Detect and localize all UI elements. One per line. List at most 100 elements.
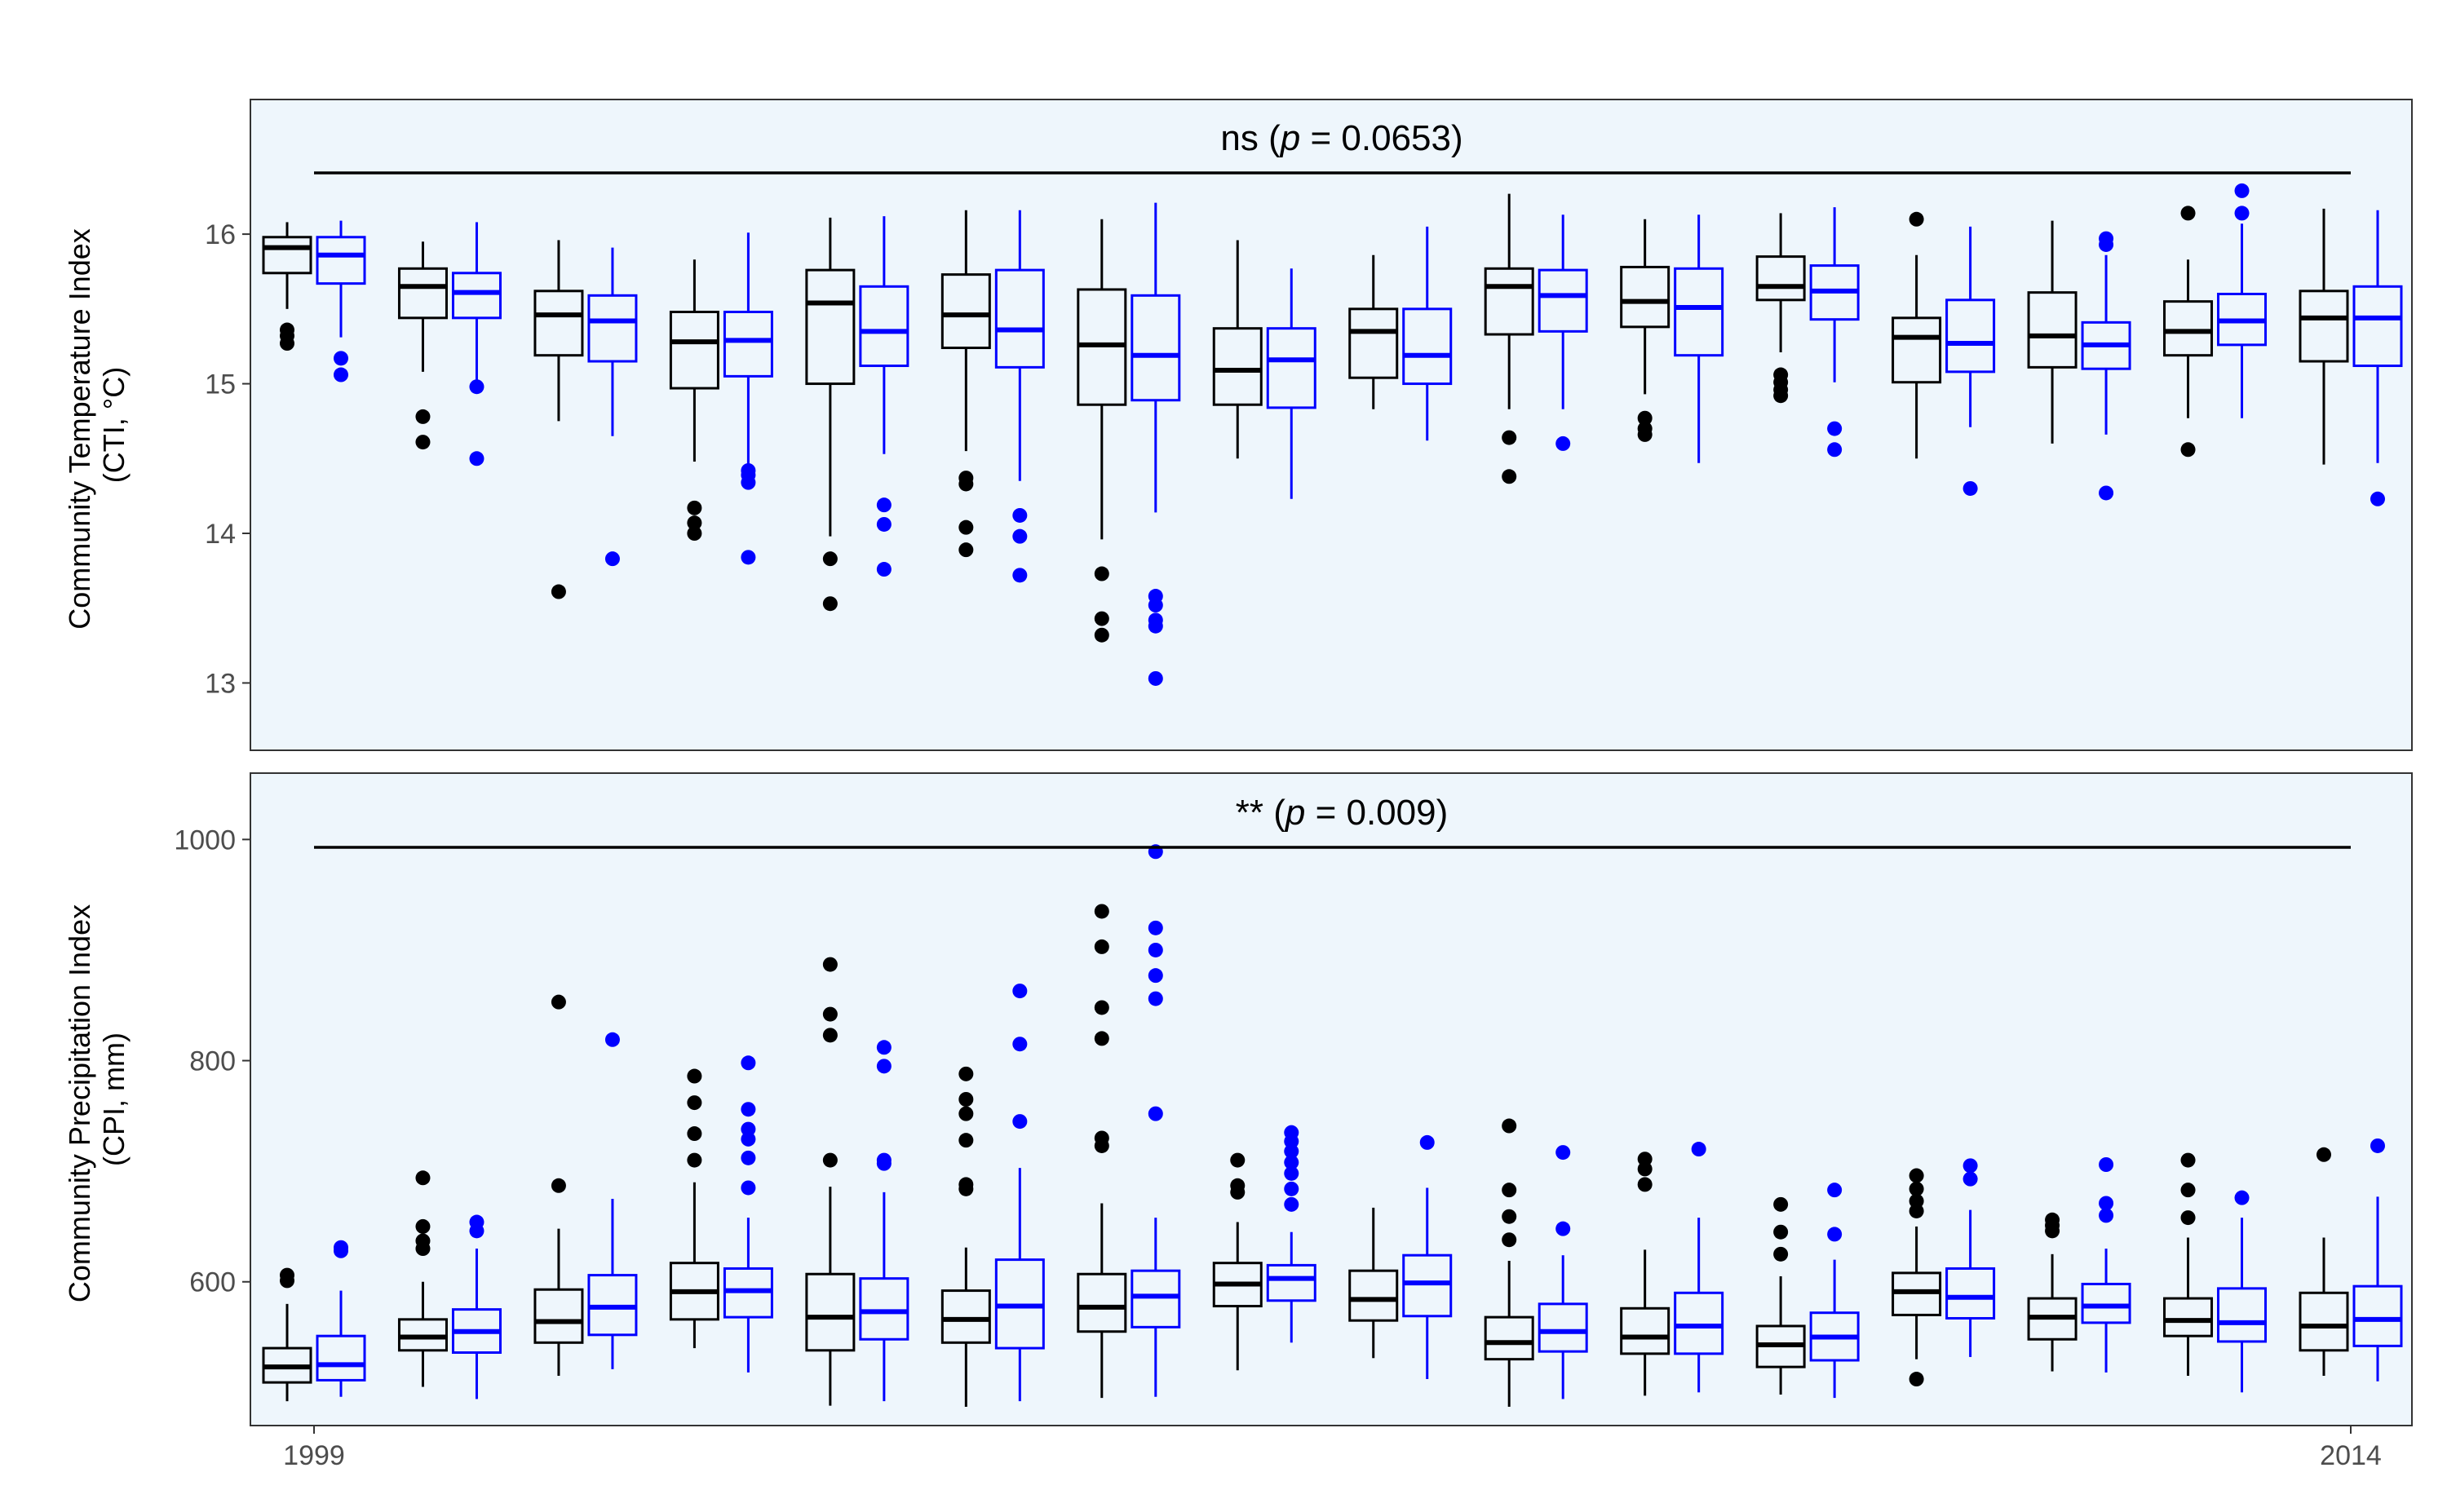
box-black-1 xyxy=(262,222,312,351)
outlier-point xyxy=(1012,1037,1028,1052)
box-iqr xyxy=(451,272,502,320)
outlier-point xyxy=(1284,1155,1299,1170)
cti-y-axis-ticks: 13 14 15 16 xyxy=(205,219,250,699)
box-black-13 xyxy=(1892,211,1942,459)
outlier-point xyxy=(1148,1106,1163,1121)
outlier-point xyxy=(876,497,892,513)
outlier-point xyxy=(1012,507,1028,523)
outlier-point xyxy=(1502,1118,1517,1134)
box-iqr xyxy=(2163,1297,2214,1337)
outlier-point xyxy=(741,1102,756,1117)
cpi-y-axis-title-line1: Community Precipitation Index xyxy=(63,904,96,1302)
box-black-1 xyxy=(262,1267,312,1402)
y-tick-label: 15 xyxy=(205,369,236,400)
box-black-15 xyxy=(2163,1152,2214,1376)
outlier-point xyxy=(2099,1208,2114,1223)
outlier-point xyxy=(1094,627,1109,643)
outlier-point xyxy=(415,435,431,450)
cti-y-axis-title: Community Temperature Index (CTI, °C) xyxy=(63,220,131,630)
box-blue-15 xyxy=(2217,1190,2268,1393)
box-black-13 xyxy=(1892,1168,1942,1387)
outlier-point xyxy=(822,1152,838,1168)
outlier-point xyxy=(1909,1203,1924,1218)
cti-significance-prefix: ns ( xyxy=(1220,118,1281,158)
outlier-point xyxy=(1284,1196,1299,1212)
cpi-y-axis-title: Community Precipitation Index (CPI, mm) xyxy=(63,896,131,1302)
outlier-point xyxy=(958,1181,974,1196)
outlier-point xyxy=(1012,568,1028,583)
x-tick-label-first: 1999 xyxy=(283,1440,345,1471)
box-blue-3 xyxy=(587,1032,638,1369)
outlier-point xyxy=(1148,991,1163,1006)
outlier-point xyxy=(1691,1142,1706,1157)
outlier-point xyxy=(1148,670,1163,686)
y-tick-label: 600 xyxy=(189,1267,236,1298)
box-blue-16 xyxy=(2352,210,2403,506)
box-black-12 xyxy=(1755,1196,1806,1395)
box-black-7 xyxy=(1077,219,1127,643)
outlier-point xyxy=(2099,485,2114,501)
outlier-point xyxy=(958,476,974,492)
cti-y-axis-title-line1: Community Temperature Index xyxy=(63,228,96,630)
outlier-point xyxy=(687,515,702,531)
box-black-12 xyxy=(1755,213,1806,404)
cpi-significance-prefix: ** ( xyxy=(1236,793,1285,833)
box-iqr xyxy=(1077,1272,1127,1333)
box-iqr xyxy=(669,310,719,390)
outlier-point xyxy=(2180,1152,2196,1168)
outlier-point xyxy=(876,1156,892,1171)
outlier-point xyxy=(958,542,974,558)
cti-panel-background xyxy=(250,99,2412,750)
outlier-point xyxy=(1637,1177,1653,1192)
outlier-point xyxy=(2234,183,2250,198)
outlier-point xyxy=(1909,1372,1924,1387)
outlier-point xyxy=(741,475,756,490)
outlier-point xyxy=(1555,435,1571,451)
outlier-point xyxy=(1148,618,1163,634)
outlier-point xyxy=(551,994,566,1010)
outlier-point xyxy=(415,409,431,424)
outlier-point xyxy=(1094,611,1109,626)
outlier-point xyxy=(822,596,838,612)
box-black-10 xyxy=(1484,1118,1534,1407)
box-blue-7 xyxy=(1131,202,1181,686)
cti-box-marks xyxy=(262,183,2403,686)
outlier-point xyxy=(2180,1210,2196,1226)
outlier-point xyxy=(2370,1138,2385,1153)
outlier-point xyxy=(2180,206,2196,221)
outlier-point xyxy=(1637,1161,1653,1177)
outlier-point xyxy=(1909,211,1924,227)
outlier-point xyxy=(822,551,838,567)
outlier-point xyxy=(2370,491,2385,506)
box-blue-2 xyxy=(451,1214,502,1399)
box-iqr xyxy=(1131,294,1181,402)
outlier-point xyxy=(741,550,756,565)
outlier-point xyxy=(1094,1031,1109,1046)
outlier-point xyxy=(1148,920,1163,935)
outlier-point xyxy=(280,1273,294,1289)
box-iqr xyxy=(1266,327,1316,409)
box-blue-9 xyxy=(1402,226,1453,441)
box-black-14 xyxy=(2027,220,2078,444)
outlier-point xyxy=(958,1092,974,1107)
box-black-15 xyxy=(2163,206,2214,458)
outlier-point xyxy=(1502,430,1517,445)
outlier-point xyxy=(741,1055,756,1071)
cti-p-symbol: p xyxy=(1279,118,1300,158)
box-iqr xyxy=(1402,307,1453,386)
cpi-significance-label: ** (p = 0.009) xyxy=(1236,793,1449,833)
outlier-point xyxy=(958,519,974,535)
y-tick-label: 13 xyxy=(205,668,236,699)
outlier-point xyxy=(334,351,348,366)
box-blue-6 xyxy=(994,984,1045,1402)
box-iqr xyxy=(1755,255,1806,302)
box-iqr xyxy=(1402,1253,1453,1318)
box-blue-7 xyxy=(1131,844,1181,1397)
box-blue-4 xyxy=(723,1055,773,1373)
box-iqr xyxy=(1348,1269,1399,1322)
box-black-7 xyxy=(1077,904,1127,1399)
outlier-point xyxy=(2099,1157,2114,1172)
outlier-point xyxy=(604,551,620,567)
outlier-point xyxy=(741,1150,756,1165)
